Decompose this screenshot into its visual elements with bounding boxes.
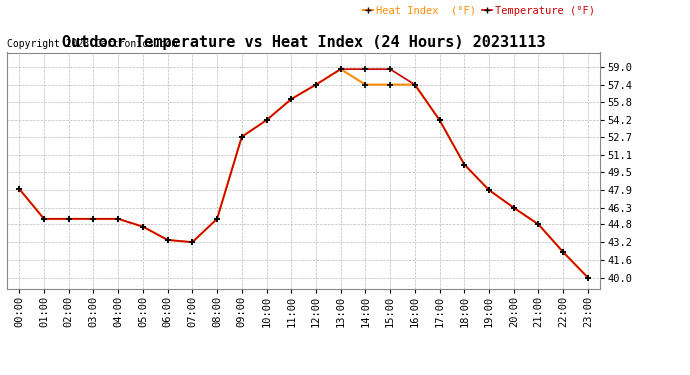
Title: Outdoor Temperature vs Heat Index (24 Hours) 20231113: Outdoor Temperature vs Heat Index (24 Ho… xyxy=(62,35,545,50)
Text: Copyright 2023 Cartronics.com: Copyright 2023 Cartronics.com xyxy=(7,39,177,50)
Legend: Heat Index  (°F), Temperature (°F): Heat Index (°F), Temperature (°F) xyxy=(363,6,595,16)
